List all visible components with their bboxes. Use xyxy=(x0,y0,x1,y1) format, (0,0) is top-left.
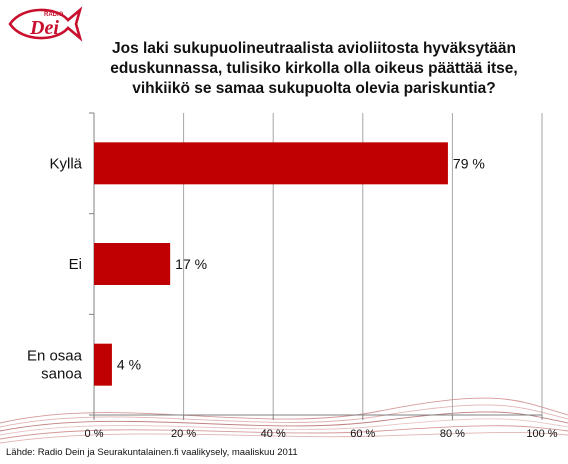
wave-line xyxy=(0,411,568,432)
category-label: sanoa xyxy=(41,366,83,383)
x-tick-label: 80 % xyxy=(440,428,465,440)
category-label: Kyllä xyxy=(49,155,82,172)
wave-line xyxy=(0,425,568,440)
x-tick-label: 20 % xyxy=(171,428,196,440)
source-note: Lähde: Radio Dein ja Seurakuntalainen.fi… xyxy=(6,447,298,458)
chart-bars xyxy=(94,142,448,386)
chart-labels: 0 % 20 % 40 % 60 % 80 % 100 % 79 % Kyllä 17 % Ei 4… xyxy=(27,155,558,440)
logo-small-text: RADIO xyxy=(44,12,64,18)
x-tick-label: 0 % xyxy=(85,428,104,440)
bar-value-label: 17 % xyxy=(175,256,207,272)
bar xyxy=(94,142,448,185)
x-tick-label: 100 % xyxy=(526,428,557,440)
category-label: En osaa xyxy=(27,348,83,365)
x-tick-label: 40 % xyxy=(261,428,286,440)
wave-line xyxy=(0,432,568,444)
category-label: Ei xyxy=(69,256,82,273)
chart-title: Jos laki sukupuolineutraalista avioliito… xyxy=(110,40,518,97)
wave-line xyxy=(0,418,568,436)
fish-logo-icon xyxy=(8,6,83,42)
wave-line xyxy=(0,404,568,428)
bar-value-label: 79 % xyxy=(453,155,485,171)
x-tick-label: 60 % xyxy=(350,428,375,440)
logo-text: Dei xyxy=(29,17,59,39)
radio-dei-logo: RADIO Dei xyxy=(8,6,83,42)
bar xyxy=(94,243,171,285)
bar xyxy=(94,343,112,386)
bar-value-label: 4 % xyxy=(117,357,141,373)
